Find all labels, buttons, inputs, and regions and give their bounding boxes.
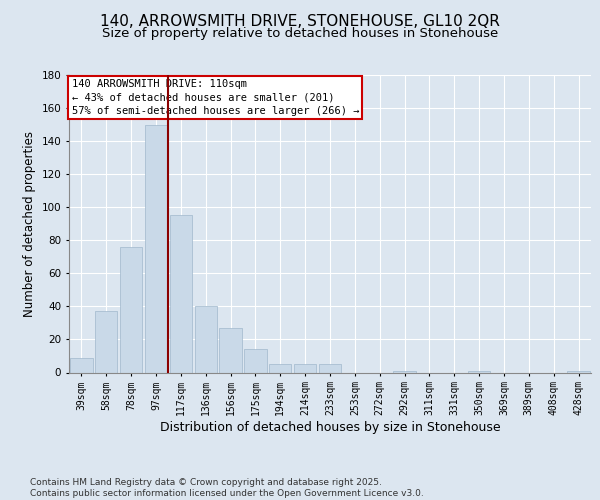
Bar (319, 364, 341, 372)
Text: Contains HM Land Registry data © Crown copyright and database right 2025.
Contai: Contains HM Land Registry data © Crown c… (30, 478, 424, 498)
Text: 140 ARROWSMITH DRIVE: 110sqm
← 43% of detached houses are smaller (201)
57% of s: 140 ARROWSMITH DRIVE: 110sqm ← 43% of de… (71, 80, 359, 116)
Bar (468, 371, 490, 372)
Bar (170, 216, 192, 372)
Bar (568, 371, 590, 372)
X-axis label: Distribution of detached houses by size in Stonehouse: Distribution of detached houses by size … (160, 421, 500, 434)
Bar (294, 364, 316, 372)
Text: 140, ARROWSMITH DRIVE, STONEHOUSE, GL10 2QR: 140, ARROWSMITH DRIVE, STONEHOUSE, GL10 … (100, 14, 500, 29)
Bar (145, 124, 167, 372)
Y-axis label: Number of detached properties: Number of detached properties (23, 130, 36, 317)
Bar (394, 371, 416, 372)
Bar (220, 328, 242, 372)
Bar (194, 306, 217, 372)
Bar (269, 364, 292, 372)
Bar (244, 350, 266, 372)
Bar (70, 358, 92, 372)
Bar (95, 312, 118, 372)
Text: Size of property relative to detached houses in Stonehouse: Size of property relative to detached ho… (102, 28, 498, 40)
Bar (120, 247, 142, 372)
